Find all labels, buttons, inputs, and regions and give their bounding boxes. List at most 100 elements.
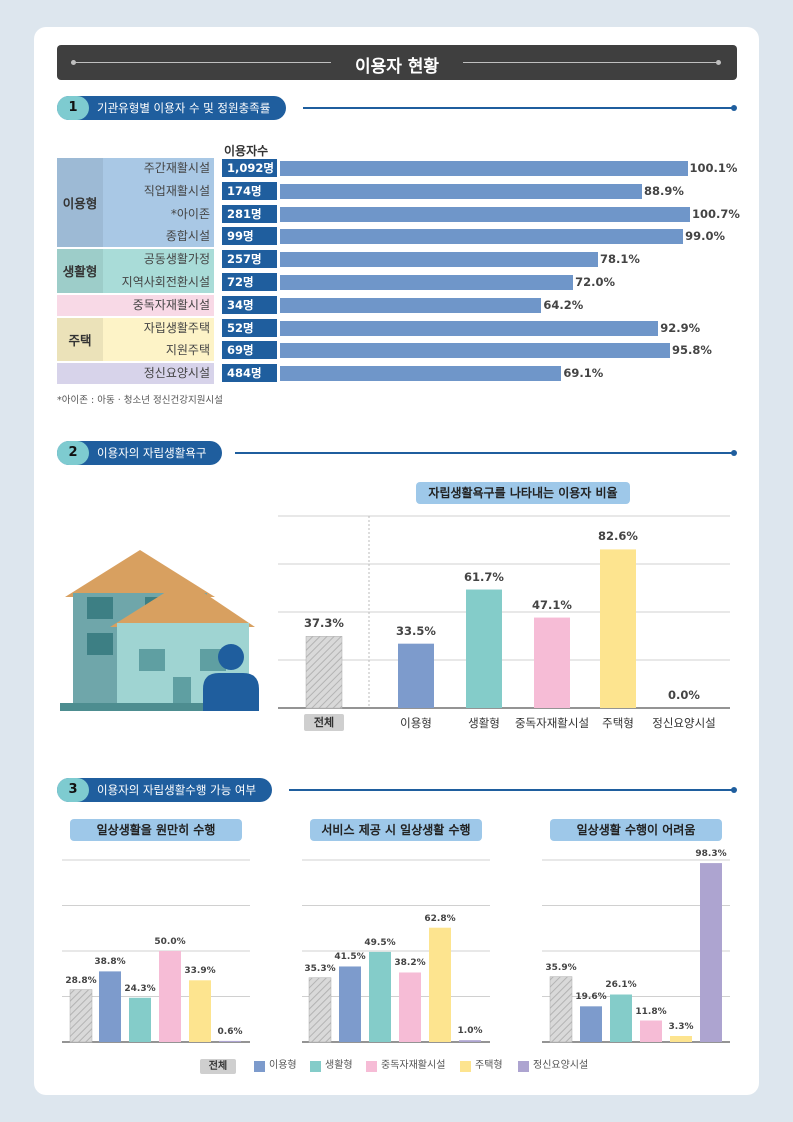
section3-rule (289, 789, 733, 791)
legend-swatch (366, 1061, 377, 1072)
fill-rate-bar (280, 229, 684, 245)
legend-label: 생활형 (325, 1060, 353, 1071)
section2-rule-dot (731, 450, 737, 456)
value-label: 41.5% (334, 952, 366, 963)
user-count: 52명 (222, 318, 277, 337)
user-count: 1,092명 (222, 159, 277, 177)
chart-svg (542, 859, 730, 1043)
user-count: 69명 (222, 341, 277, 360)
facility-label: 직업재활시설 (143, 183, 210, 198)
group-label: 이용형 (62, 196, 98, 212)
value-label: 49.5% (364, 937, 396, 948)
bar-3 (159, 951, 181, 1042)
value-label: 35.9% (545, 962, 577, 973)
legend-label: 주택형 (475, 1060, 503, 1071)
legend-swatch (518, 1061, 529, 1072)
value-label: 38.8% (94, 957, 126, 968)
section3-header: 이용자의 자립생활수행 가능 여부 3 (57, 778, 737, 802)
section1-title: 기관유형별 이용자 수 및 정원충족률 (57, 96, 287, 120)
facility-label: 지역사회전환시설 (121, 275, 210, 289)
value-label: 1.0% (457, 1026, 483, 1037)
fill-rate-bar (280, 366, 562, 382)
banner-line-right (463, 62, 721, 63)
value-label: 33.9% (184, 966, 216, 977)
bar-2 (610, 994, 632, 1042)
bar-4 (429, 927, 451, 1042)
legend-total: 전체 (200, 1059, 236, 1074)
bar-1 (99, 971, 121, 1042)
fill-rate-bar (280, 320, 659, 336)
bar-0 (308, 977, 332, 1043)
fill-rate-label: 100.7% (692, 206, 740, 221)
bar-2 (369, 951, 391, 1042)
value-label: 28.8% (65, 975, 97, 986)
value-label: 61.7% (464, 569, 504, 584)
bar-1 (339, 966, 361, 1042)
legend-swatch (310, 1061, 321, 1072)
chart2-title: 자립생활욕구를 나타내는 이용자 비율 (416, 482, 630, 504)
x-label: 생활형 (468, 716, 500, 730)
facility-label: *아이존 (170, 206, 210, 221)
value-label: 24.3% (124, 983, 156, 994)
footnote: *아이존 : 아동 · 청소년 정신건강지원시설 (57, 395, 223, 406)
bar-0 (549, 976, 573, 1043)
bar-4 (670, 1035, 692, 1042)
chart-svg (62, 859, 250, 1043)
group-label: 생활형 (62, 264, 98, 280)
group-label-cell (57, 158, 103, 248)
fill-rate-label: 88.9% (643, 183, 684, 198)
user-count: 99명 (222, 227, 277, 246)
value-label: 62.8% (424, 913, 456, 924)
fill-rate-label: 72.0% (575, 275, 616, 289)
group-label: 주택 (68, 332, 92, 348)
bar-5 (700, 863, 722, 1042)
x-label: 주택형 (602, 716, 634, 730)
chart-svg (278, 515, 730, 709)
user-count: 72명 (222, 273, 277, 291)
value-label: 37.3% (304, 616, 344, 631)
value-label: 19.6% (575, 992, 607, 1003)
user-count: 34명 (222, 295, 277, 314)
bar-3 (534, 617, 570, 708)
page-title: 이용자 현황 (354, 57, 440, 77)
user-count: 484명 (222, 364, 277, 383)
fill-rate-label: 64.2% (543, 297, 584, 312)
fill-rate-label: 95.8% (672, 343, 712, 358)
x-label-total: 전체 (304, 714, 344, 731)
house-illustration (60, 550, 259, 711)
bar-4 (189, 980, 211, 1042)
facility-label: 공동생활가정 (143, 252, 210, 267)
chart3-title: 일상생활을 원만히 수행 (70, 819, 242, 841)
fill-rate-label: 92.9% (660, 320, 701, 335)
value-label: 33.5% (396, 623, 436, 638)
bar-2 (466, 589, 502, 708)
facility-label: 정신요양시설 (143, 366, 210, 381)
section2-rule (235, 452, 733, 454)
fill-rate-label: 100.1% (689, 161, 738, 175)
group-band (57, 294, 214, 316)
value-label: 38.2% (394, 958, 426, 969)
bar-3 (399, 972, 421, 1042)
fill-rate-bar (280, 297, 542, 313)
section3-rule-dot (731, 787, 737, 793)
section3-number: 3 (57, 778, 89, 802)
fill-rate-bar (280, 343, 671, 359)
value-label: 0.6% (217, 1026, 243, 1037)
value-label: 50.0% (154, 937, 186, 947)
facility-label: 지원주택 (165, 343, 210, 358)
user-count: 281명 (222, 204, 277, 223)
section2-number: 2 (57, 441, 89, 465)
bar-2 (129, 997, 151, 1042)
x-label: 정신요양시설 (652, 716, 716, 730)
value-label: 35.3% (304, 963, 336, 974)
value-label: 26.1% (605, 980, 637, 991)
page-title-banner: 이용자 현황 (57, 45, 737, 80)
bar-5 (219, 1040, 241, 1042)
fill-rate-label: 99.0% (685, 229, 725, 244)
bar-4 (600, 549, 636, 708)
banner-line-left (71, 62, 331, 63)
legend-label: 이용형 (269, 1060, 297, 1071)
value-label: 47.1% (532, 597, 572, 612)
group-label-cell (57, 317, 103, 362)
bar-5 (459, 1040, 481, 1042)
